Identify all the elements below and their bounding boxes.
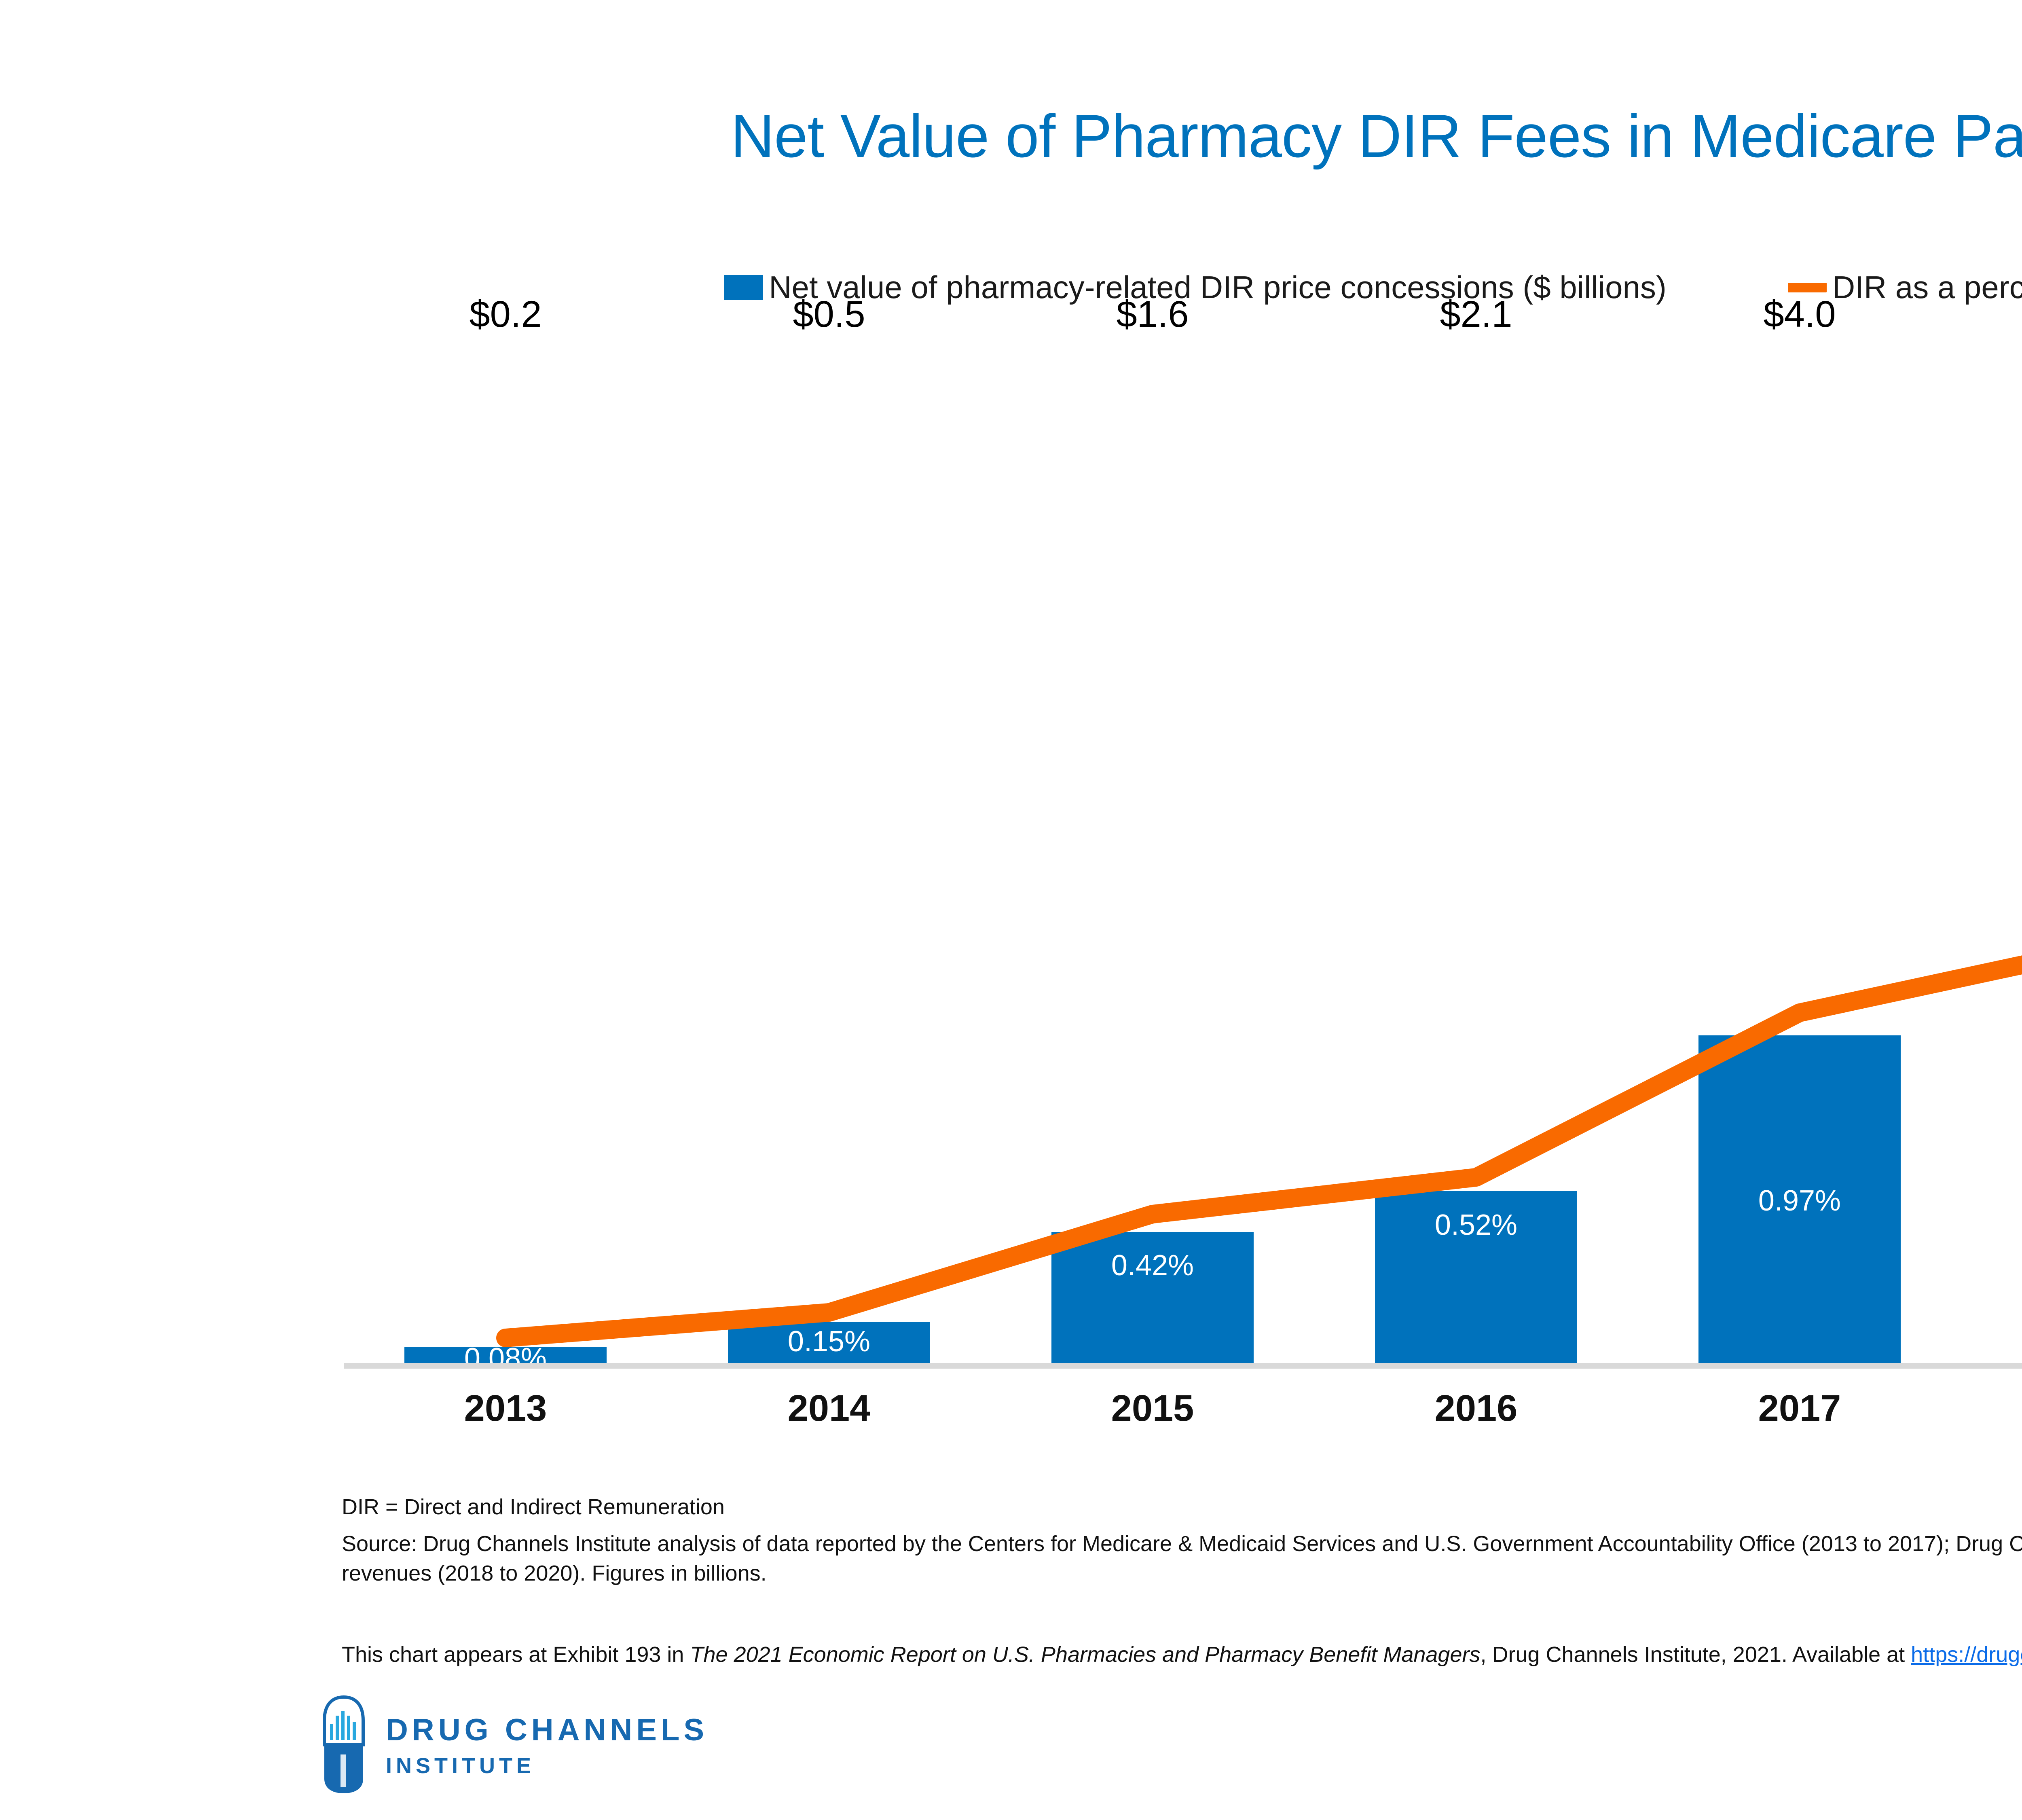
bar-value-label: $4.0 (1763, 294, 1836, 335)
pill-capsule-icon (323, 1695, 365, 1793)
x-tick-2015: 2015 (1111, 1388, 1194, 1429)
footnote-source: Source: Drug Channels Institute analysis… (342, 1531, 2022, 1585)
line-point-label: 0.15% (787, 1325, 871, 1358)
exhibit-report-title: The 2021 Economic Report on U.S. Pharmac… (690, 1642, 1481, 1667)
x-tick-2018: 2018 (1961, 1387, 2022, 1430)
bar-value-label: $5.0 (1961, 293, 2022, 336)
line-point-label: 0.52% (1434, 1209, 1518, 1241)
x-tick-2013: 2013 (464, 1388, 547, 1429)
bar-group: $1.6 0.42% (991, 294, 1314, 1363)
bar-group: $0.2 0.08% (344, 294, 667, 1375)
bar-value-label: $0.2 (469, 294, 542, 335)
exhibit-prefix: This chart appears at Exhibit 193 in (342, 1642, 690, 1667)
x-axis-baseline (344, 1363, 2022, 1369)
logo-wordmark: DRUG CHANNELS INSTITUTE (386, 1712, 708, 1778)
drug-channels-institute-logo[interactable]: DRUG CHANNELS INSTITUTE (319, 1695, 708, 1796)
legend-item-line-series[interactable]: DIR as a percentage of total pharmacy re… (1787, 269, 2022, 306)
logo-name: DRUG CHANNELS (386, 1712, 709, 1747)
legend-item-bar-series[interactable]: Net value of pharmacy-related DIR price … (724, 269, 1667, 306)
footnote-block: DIR = Direct and Indirect Remuneration S… (342, 1492, 2022, 1588)
x-tick-2014: 2014 (787, 1388, 871, 1429)
bar-value-label: $0.5 (793, 294, 865, 335)
bar-group: $0.5 0.15% (667, 294, 991, 1363)
logo-subtitle: INSTITUTE (386, 1753, 535, 1778)
x-tick-2016: 2016 (1434, 1388, 1518, 1429)
line-point-label: 1.16% (1961, 1162, 2022, 1195)
legend-bar-swatch-icon (724, 275, 764, 300)
bar-value-label: $1.6 (1116, 294, 1189, 335)
footnote-definition: DIR = Direct and Indirect Remuneration (342, 1495, 725, 1519)
legend-line-swatch-icon (1787, 282, 1827, 292)
bar-group: $2.1 0.52% (1314, 294, 1638, 1363)
chart-plot-area: $0.2 0.08% $0.5 0.15% $1.6 0.42% $2.1 0.… (344, 294, 2022, 1375)
line-point-label: 0.42% (1111, 1249, 1194, 1282)
bar-2013[interactable] (404, 1347, 607, 1363)
legend-item-label: DIR as a percentage of total pharmacy re… (1832, 269, 2022, 305)
x-axis-labels: 2013 2014 2015 2016 2017 2018 2019 2020 (344, 1387, 2022, 1452)
bar-group: $5.0 1.16% (1961, 364, 2022, 1363)
exhibit-middle: , Drug Channels Institute, 2021. Availab… (1480, 1642, 1911, 1667)
x-tick-2017: 2017 (1758, 1388, 1841, 1429)
chart-legend: Net value of pharmacy-related DIR price … (0, 269, 2022, 306)
line-point-label: 0.97% (1758, 1185, 1841, 1217)
legend-item-label: Net value of pharmacy-related DIR price … (769, 269, 1667, 305)
bar-group: $4.0 0.97% (1638, 294, 1961, 1363)
bar-value-label: $2.1 (1440, 294, 1512, 335)
page-title: Net Value of Pharmacy DIR Fees in Medica… (730, 102, 2022, 170)
exhibit-url-link[interactable]: https://drugch.nl/pharmacy (1911, 1642, 2022, 1667)
exhibit-attribution: This chart appears at Exhibit 193 in The… (342, 1642, 2022, 1667)
line-point-label: 0.08% (464, 1342, 547, 1375)
